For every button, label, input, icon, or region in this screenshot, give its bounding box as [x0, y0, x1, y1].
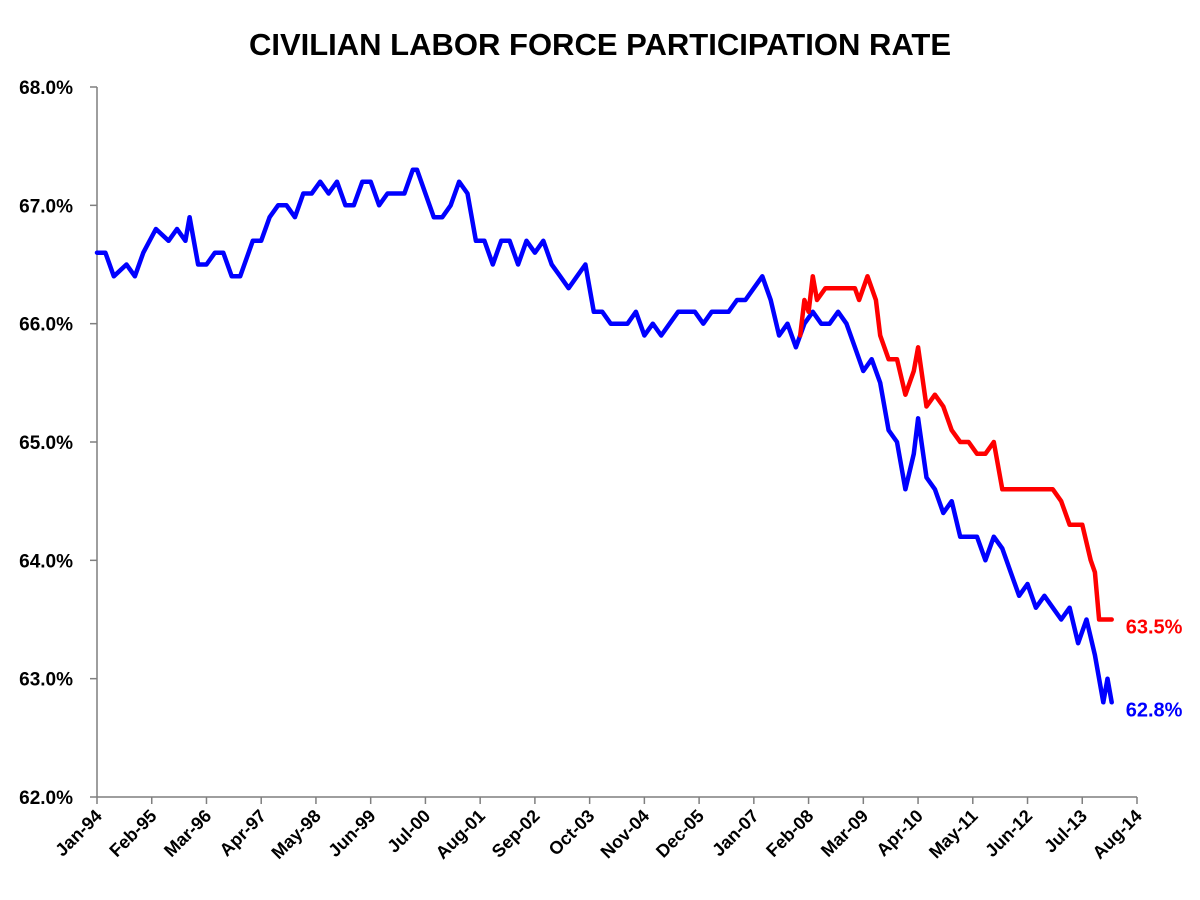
- series-layer: [94, 167, 1114, 705]
- x-tick-label: Jan-07: [708, 806, 762, 860]
- x-tick-label: Jul-13: [1040, 806, 1091, 857]
- y-tick-label: 65.0%: [19, 433, 73, 454]
- y-tick-label: 62.0%: [19, 788, 73, 809]
- x-tick-label: Mar-96: [160, 806, 215, 861]
- series-line-red: [797, 274, 1114, 622]
- x-tick-label: Jun-99: [324, 806, 379, 861]
- x-tick-label: Feb-95: [105, 806, 160, 861]
- x-tick-label: May-11: [925, 806, 982, 863]
- end-label-red: 63.5%: [1126, 617, 1183, 639]
- x-tick-label: Apr-10: [872, 806, 926, 860]
- y-tick-label: 64.0%: [19, 551, 73, 572]
- x-tick-label: Feb-08: [762, 806, 817, 861]
- y-tick-label: 63.0%: [19, 670, 73, 691]
- x-tick-label: Apr-97: [216, 806, 270, 860]
- end-labels: 62.8% 63.5%: [1126, 617, 1183, 722]
- y-tick-label: 68.0%: [19, 78, 73, 99]
- y-tick-label: 67.0%: [19, 196, 73, 217]
- end-label-blue: 62.8%: [1126, 699, 1183, 721]
- x-tick-label: Jul-00: [383, 806, 434, 857]
- y-tick-label: 66.0%: [19, 315, 73, 336]
- x-tick-label: Nov-04: [597, 806, 654, 863]
- x-tick-label: May-98: [267, 806, 324, 863]
- chart-title: CIVILIAN LABOR FORCE PARTICIPATION RATE: [249, 27, 951, 62]
- x-tick-label: Jun-12: [981, 806, 1036, 861]
- x-tick-label: Oct-03: [545, 806, 599, 860]
- x-tick-label: Sep-02: [488, 806, 544, 862]
- x-tick-label: Jan-94: [51, 806, 105, 860]
- x-tick-label: Mar-09: [817, 806, 872, 861]
- x-tick-label: Dec-05: [652, 806, 708, 862]
- y-axis: 62.0% 63.0% 64.0% 65.0% 66.0% 67.0% 68.0%: [19, 78, 98, 809]
- x-tick-label: Aug-01: [432, 806, 489, 863]
- x-tick-label: Aug-14: [1089, 806, 1146, 863]
- series-line-blue: [94, 167, 1114, 705]
